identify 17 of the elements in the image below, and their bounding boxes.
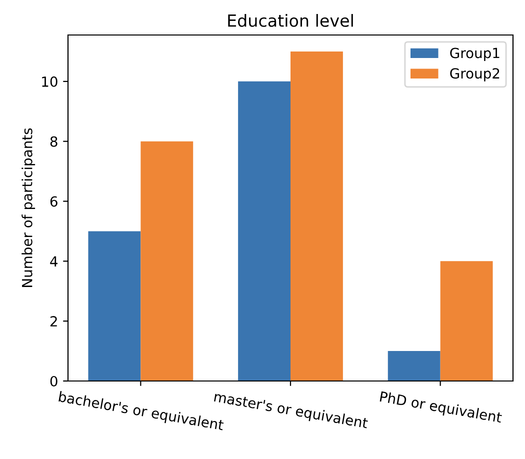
y-tick-label: 6 [50,196,58,207]
bar [388,351,440,381]
bar [290,51,343,381]
y-tick-label: 2 [50,316,57,326]
legend-label: Group1 [450,48,500,61]
y-tick-label: 8 [50,136,58,147]
y-tick-label: 4 [50,256,58,266]
bar [88,231,141,381]
chart-title: Education level [228,14,353,27]
bar [238,81,290,381]
x-tick-label: PhD or equivalent [379,390,502,426]
legend-label: Group2 [450,68,500,82]
bar [140,141,194,381]
y-axis-title: Number of participants [22,128,36,287]
bar [440,261,493,381]
y-tick-label: 10 [42,76,58,87]
y-tick-label: 0 [50,376,58,386]
